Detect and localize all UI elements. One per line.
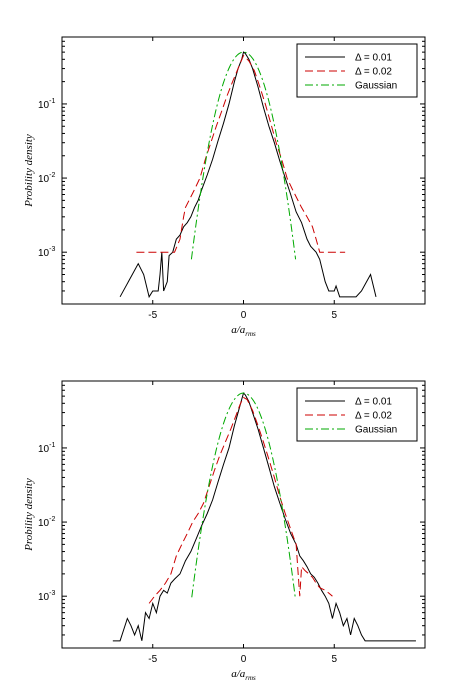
legend-label-3: Gaussian [355, 81, 397, 92]
x-tick-label: -5 [148, 310, 157, 321]
series-line-1 [119, 51, 377, 299]
x-axis-label: a/arms [231, 668, 256, 682]
y-tick-exponent: -2 [49, 516, 55, 523]
series-line-1 [112, 392, 416, 642]
y-tick-label: 10-1 [38, 98, 55, 111]
y-tick-label: 10-3 [38, 590, 55, 603]
x-axis-label-main: a/a [231, 324, 246, 336]
y-tick-base: 10 [38, 100, 50, 111]
x-tick-label: 5 [331, 310, 337, 321]
y-tick-exponent: -1 [49, 98, 55, 105]
y-tick-label: 10-1 [38, 442, 55, 455]
legend-label-3: Gaussian [355, 425, 397, 436]
y-tick-label: 10-2 [38, 172, 55, 185]
legend-label-1: Δ = 0.01 [355, 397, 392, 408]
y-axis-label: Probility density [23, 478, 35, 552]
x-axis-label-sub: rms [245, 674, 256, 682]
legend-label-2: Δ = 0.02 [355, 67, 392, 78]
series-line-2 [136, 54, 346, 253]
y-tick-exponent: -2 [49, 172, 55, 179]
y-tick-label: 10-2 [38, 516, 55, 529]
x-tick-label: 5 [331, 654, 337, 665]
x-tick-label: 0 [241, 310, 247, 321]
y-tick-base: 10 [38, 518, 50, 529]
legend: Δ = 0.01 Δ = 0.02 Gaussian [296, 387, 418, 442]
y-tick-base: 10 [38, 444, 50, 455]
x-axis-label-main: a/a [231, 668, 246, 680]
legend: Δ = 0.01 Δ = 0.02 Gaussian [296, 43, 418, 98]
series-group [119, 51, 377, 299]
y-tick-exponent: -3 [49, 246, 55, 253]
y-axis-label: Probility density [23, 134, 35, 208]
y-tick-exponent: -1 [49, 442, 55, 449]
x-tick-label: 0 [241, 654, 247, 665]
series-line-3 [191, 392, 296, 598]
y-tick-label: 10-3 [38, 246, 55, 259]
legend-label-2: Δ = 0.02 [355, 411, 392, 422]
x-axis-label: a/arms [231, 324, 256, 338]
legend-label-1: Δ = 0.01 [355, 53, 392, 64]
x-tick-label: -5 [148, 654, 157, 665]
series-line-3 [190, 51, 297, 260]
y-tick-exponent: -3 [49, 590, 55, 597]
y-tick-base: 10 [38, 248, 50, 259]
y-tick-base: 10 [38, 174, 50, 185]
series-line-2 [148, 396, 333, 604]
x-axis-label-sub: rms [245, 330, 256, 338]
series-group [112, 392, 416, 642]
y-tick-base: 10 [38, 592, 50, 603]
